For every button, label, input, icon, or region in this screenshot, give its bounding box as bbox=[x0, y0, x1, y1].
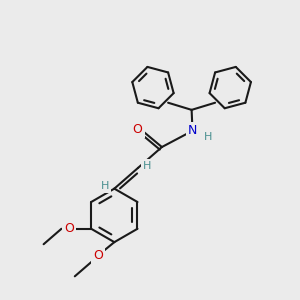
Text: H: H bbox=[204, 132, 212, 142]
Text: O: O bbox=[93, 249, 103, 262]
Text: O: O bbox=[133, 123, 142, 136]
Text: H: H bbox=[100, 181, 109, 191]
Text: N: N bbox=[188, 124, 197, 137]
Text: O: O bbox=[64, 222, 74, 235]
Text: H: H bbox=[143, 161, 151, 171]
